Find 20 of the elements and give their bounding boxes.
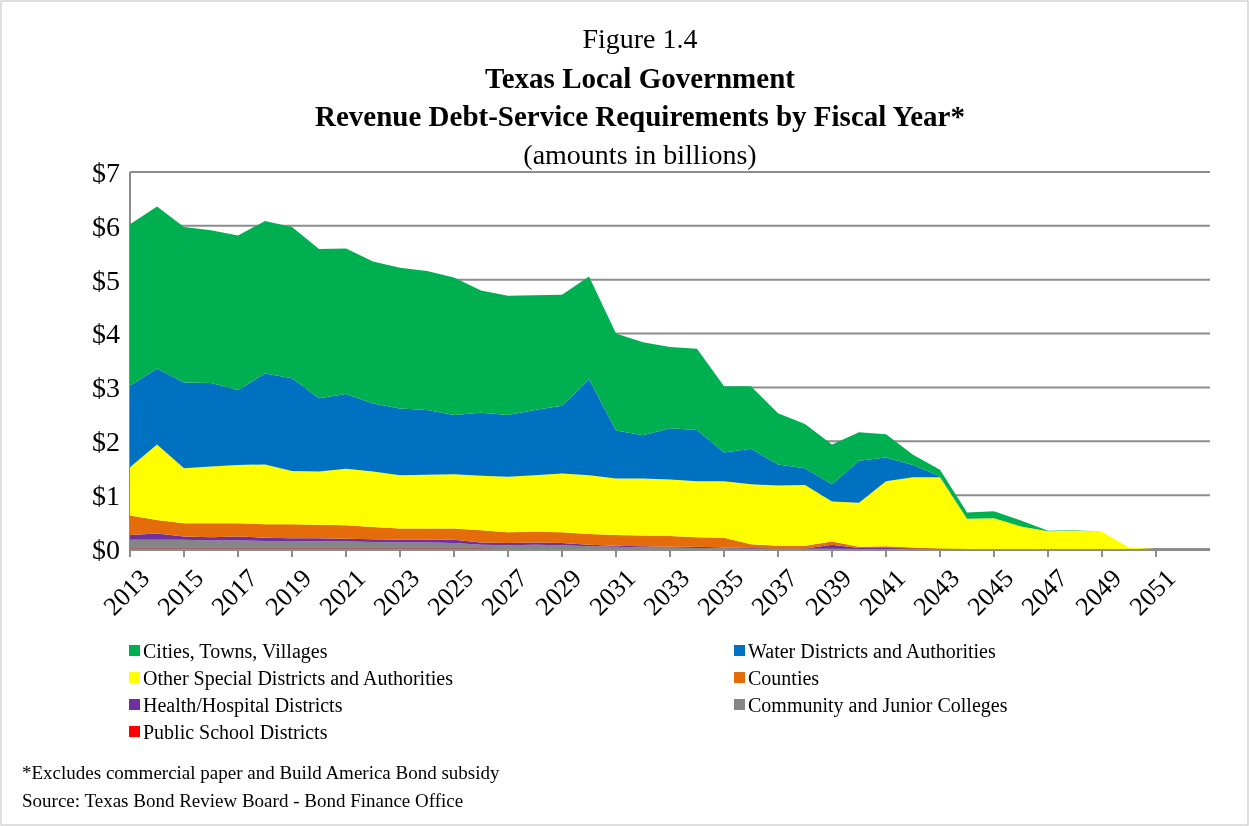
legend-label: Health/Hospital Districts: [143, 694, 343, 717]
legend-label: Water Districts and Authorities: [748, 640, 996, 662]
legend-label: Public School Districts: [143, 721, 328, 743]
caption: Figure 1.4: [582, 23, 698, 54]
legend-label: Community and Junior Colleges: [748, 694, 1008, 717]
y-tick-label: $0: [92, 533, 120, 565]
chart-title: Texas Local Government Revenue Debt-Service Requirements by Fiscal Year*: [315, 62, 965, 132]
legend-label: Cities, Towns, Villages: [143, 640, 328, 663]
y-tick-label: $3: [92, 372, 120, 404]
y-tick-label: $4: [92, 318, 120, 350]
source-note: Source: Texas Bond Review Board - Bond Finance Office: [22, 789, 464, 811]
legend-label: Counties: [748, 667, 820, 689]
y-tick-label: $1: [92, 479, 120, 511]
legend-label: Other Special Districts and Authorities: [143, 667, 454, 690]
y-tick-label: $6: [92, 210, 120, 242]
text: *Excludes commercial paper and Build America Bond subsidy: [22, 761, 501, 783]
chart-subtitle: (amounts in billions): [523, 139, 757, 170]
y-tick-label: $2: [92, 426, 120, 458]
y-tick-label: $5: [92, 264, 120, 296]
y-tick-label: $7: [92, 156, 120, 188]
